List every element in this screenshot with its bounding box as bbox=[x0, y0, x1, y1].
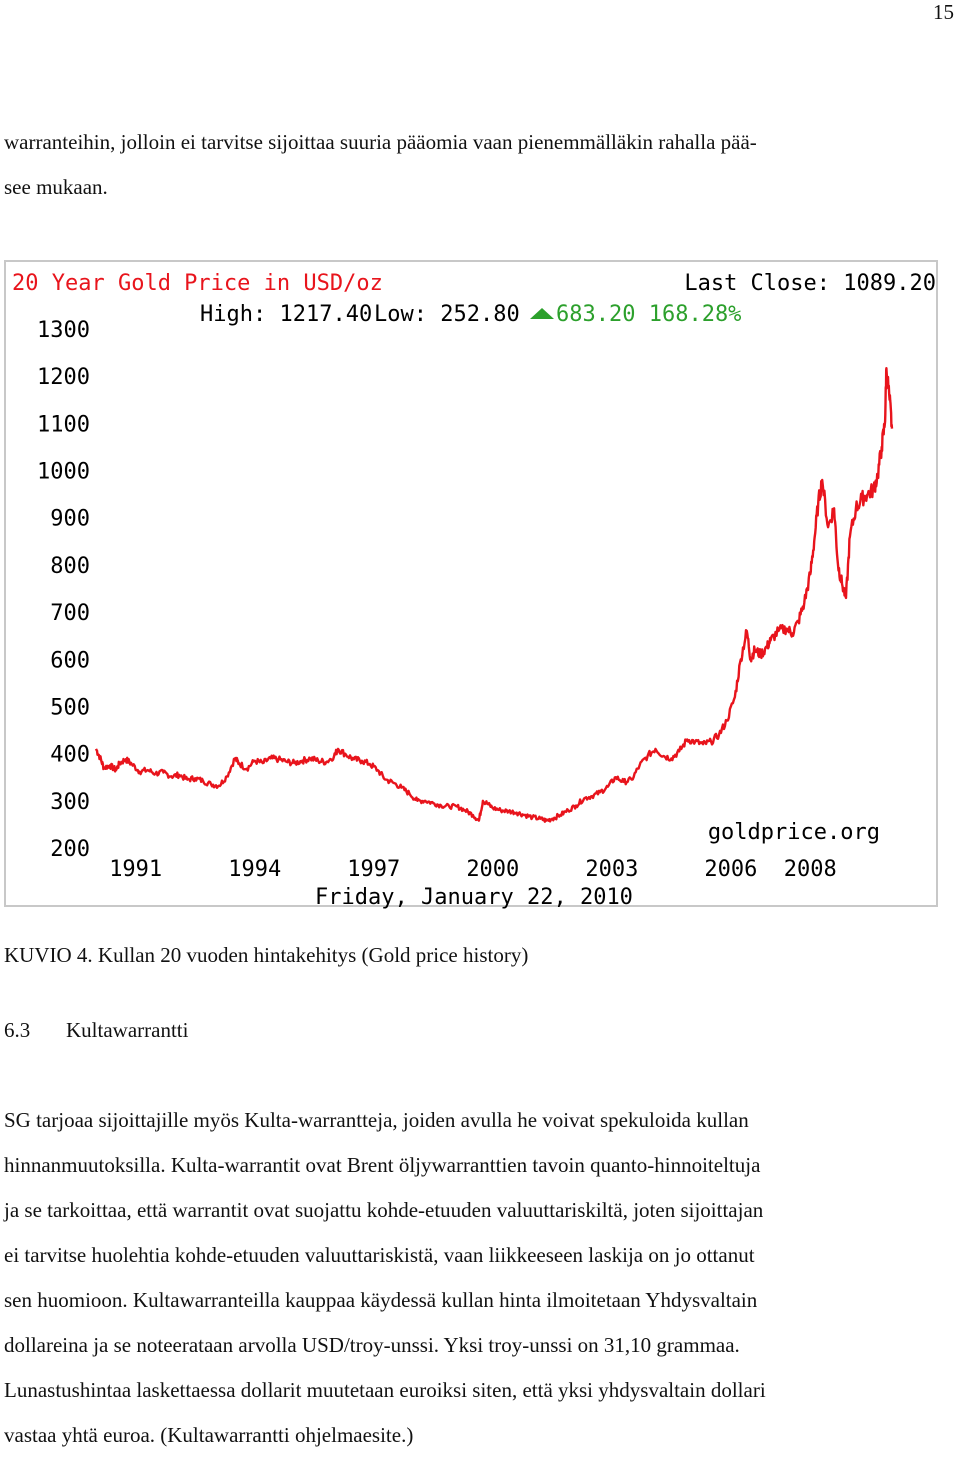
y-tick-label: 1300 bbox=[37, 318, 90, 343]
y-tick-label: 1100 bbox=[37, 412, 90, 437]
intro-line-1: warranteihin, jolloin ei tarvitse sijoit… bbox=[4, 130, 757, 154]
body-line: hinnanmuutoksilla. Kulta-warrantit ovat … bbox=[4, 1153, 761, 1177]
y-tick-label: 1000 bbox=[37, 460, 90, 485]
intro-line-2: see mukaan. bbox=[4, 175, 108, 199]
x-tick-label: 1994 bbox=[228, 857, 281, 882]
chart-title: 20 Year Gold Price in USD/oz bbox=[12, 271, 383, 296]
y-tick-label: 800 bbox=[50, 554, 90, 579]
section-heading: 6.3 Kultawarrantti bbox=[4, 1010, 188, 1050]
chart-canvas: 20 Year Gold Price in USD/oz Last Close:… bbox=[12, 271, 936, 909]
y-tick-label: 200 bbox=[50, 837, 90, 862]
y-tick-label: 900 bbox=[50, 507, 90, 532]
body-line: dollareina ja se noteerataan arvolla USD… bbox=[4, 1333, 740, 1357]
chart-source: goldprice.org bbox=[708, 820, 880, 845]
gold-price-chart: 20 Year Gold Price in USD/oz Last Close:… bbox=[4, 260, 938, 909]
figure-caption: KUVIO 4. Kullan 20 vuoden hintakehitys (… bbox=[4, 943, 529, 967]
x-tick-label: 2000 bbox=[466, 857, 519, 882]
chart-low: Low: 252.80 bbox=[374, 302, 520, 327]
y-tick-label: 700 bbox=[50, 601, 90, 626]
body-line: ei tarvitse huolehtia kohde-etuuden valu… bbox=[4, 1243, 755, 1267]
body-line: sen huomioon. Kultawarranteilla kauppaa … bbox=[4, 1288, 758, 1312]
section-number: 6.3 bbox=[4, 1018, 31, 1042]
page-number: 15 bbox=[933, 0, 954, 24]
up-arrow-icon bbox=[530, 308, 554, 319]
body-line: SG tarjoaa sijoittajille myös Kulta-warr… bbox=[4, 1108, 749, 1132]
body-line: vastaa yhtä euroa. (Kultawarrantti ohjel… bbox=[4, 1423, 414, 1447]
body-line: ja se tarkoittaa, että warrantit ovat su… bbox=[4, 1198, 764, 1222]
x-tick-label: 2003 bbox=[585, 857, 638, 882]
y-tick-label: 400 bbox=[50, 743, 90, 768]
x-tick-label: 1991 bbox=[109, 857, 162, 882]
y-tick-label: 500 bbox=[50, 695, 90, 720]
chart-date: Friday, January 22, 2010 bbox=[315, 885, 633, 909]
y-tick-label: 300 bbox=[50, 790, 90, 815]
chart-high: High: 1217.40 bbox=[200, 302, 372, 327]
price-series-line bbox=[94, 367, 894, 823]
section-title: Kultawarrantti bbox=[66, 1018, 189, 1042]
body-line: Lunastushintaa laskettaessa dollarit muu… bbox=[4, 1378, 766, 1402]
x-tick-label: 2008 bbox=[784, 857, 837, 882]
chart-last-close: Last Close: 1089.20 bbox=[684, 271, 936, 296]
y-tick-label: 1200 bbox=[37, 365, 90, 390]
y-tick-label: 600 bbox=[50, 648, 90, 673]
x-tick-label: 2006 bbox=[704, 857, 757, 882]
chart-change: 683.20 168.28% bbox=[556, 302, 741, 327]
x-tick-label: 1997 bbox=[347, 857, 400, 882]
